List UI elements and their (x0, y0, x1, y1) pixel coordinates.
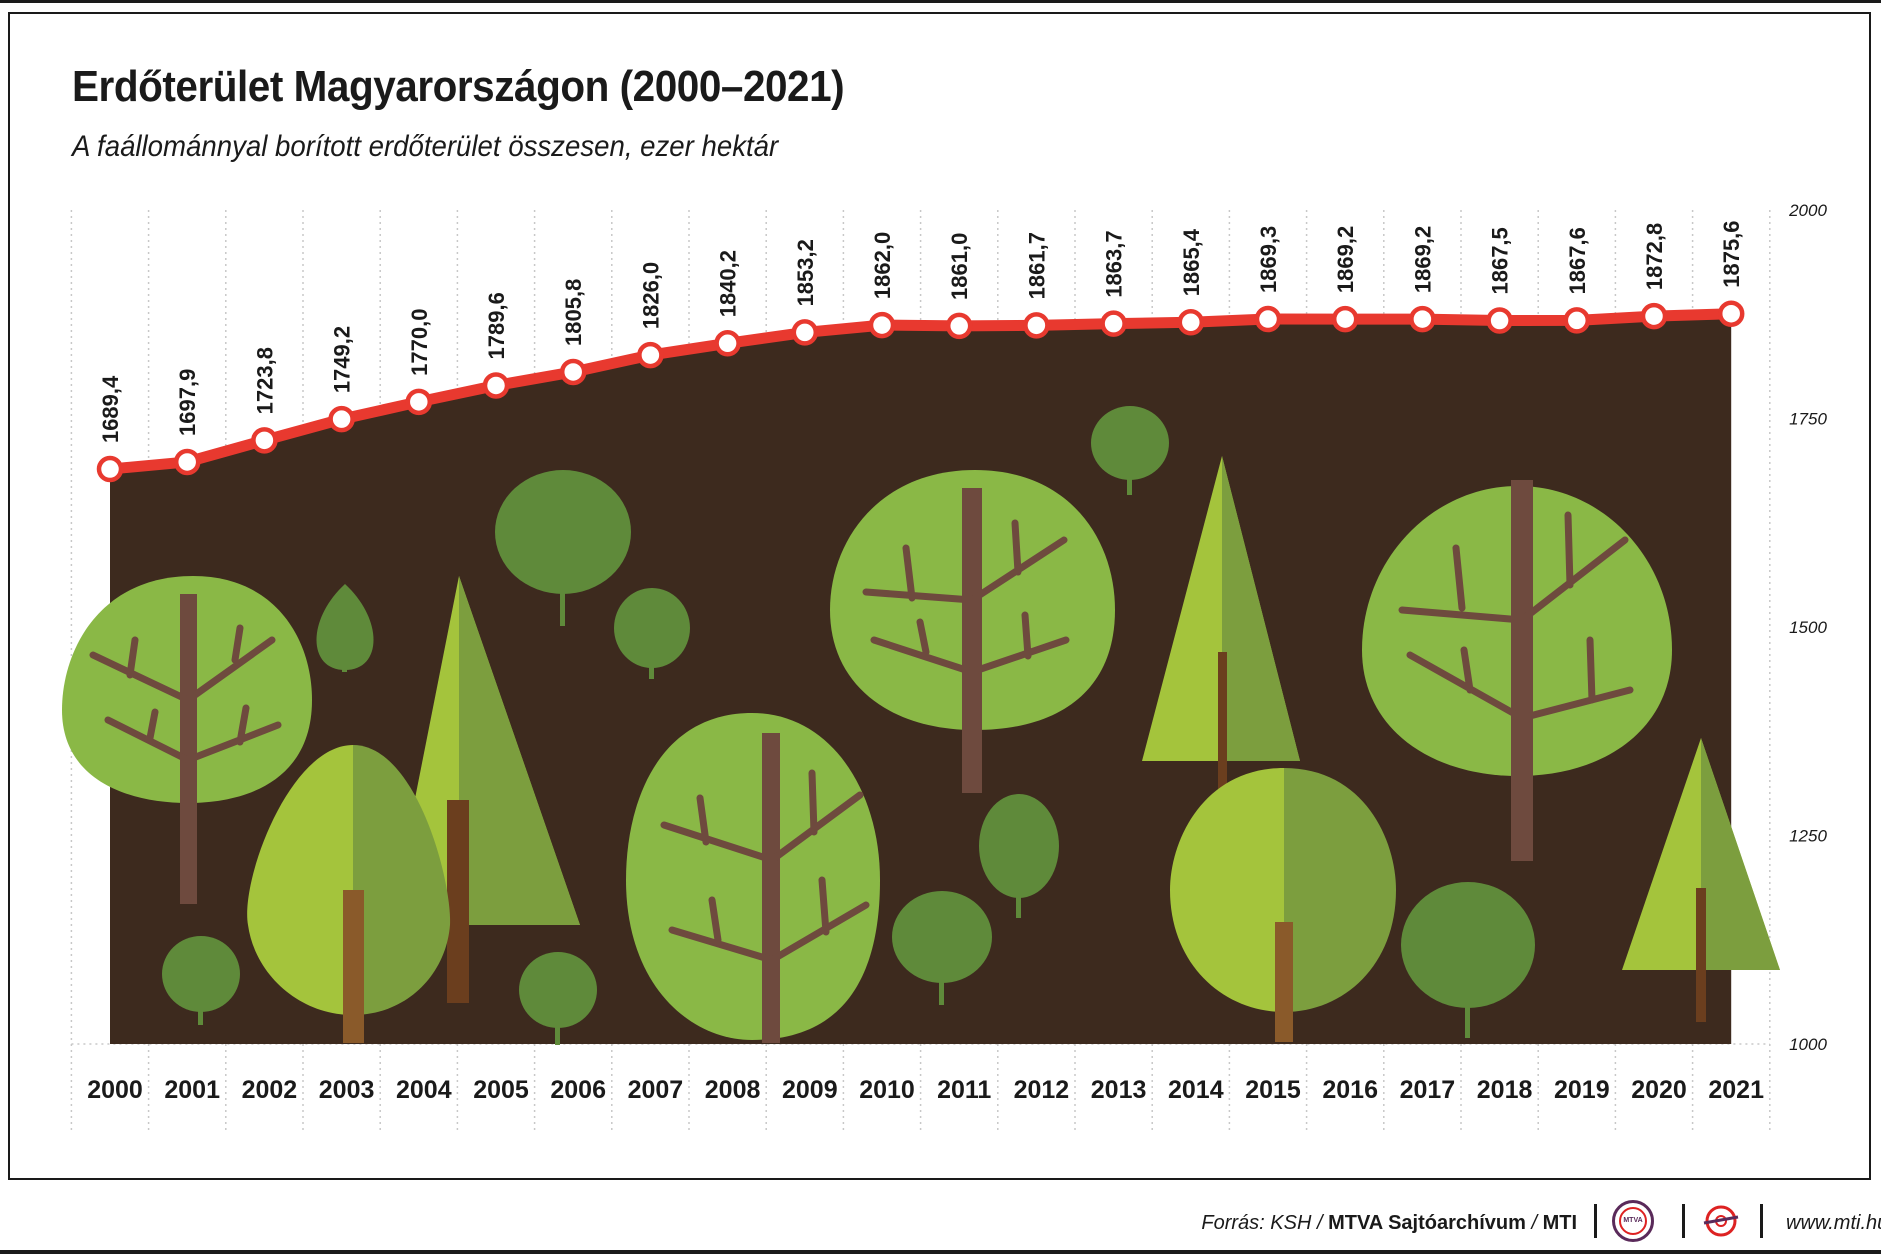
chart-frame (8, 12, 1871, 1180)
x-tick-label: 2000 (87, 1076, 143, 1104)
value-label: 1867,5 (1488, 227, 1513, 294)
value-label: 1865,4 (1179, 228, 1204, 296)
bottom-border (0, 1250, 1881, 1254)
value-label: 1863,7 (1102, 230, 1127, 297)
data-point (1409, 305, 1436, 333)
footer-separator (1682, 1204, 1685, 1238)
x-tick-label: 2017 (1400, 1076, 1456, 1104)
website-link[interactable]: www.mti.hu (1786, 1212, 1881, 1234)
x-tick-label: 2002 (242, 1076, 298, 1104)
x-tick-label: 2008 (705, 1076, 761, 1104)
data-point (868, 311, 896, 339)
y-tick-label: 1750 (1789, 410, 1827, 429)
footer-separator (1760, 1204, 1763, 1238)
value-label: 1862,0 (870, 232, 895, 299)
source-note: Forrás: KSH / MTVA Sajtóarchívum / MTI (1201, 1212, 1577, 1235)
footer: Forrás: KSH / MTVA Sajtóarchívum / MTI M… (0, 1196, 1881, 1254)
top-border (0, 0, 1881, 3)
x-tick-label: 2014 (1168, 1076, 1224, 1104)
value-label: 1789,6 (484, 292, 509, 359)
data-point (1486, 307, 1513, 334)
value-label: 1869,2 (1333, 226, 1358, 293)
x-axis-labels: 2000 2001 2002 2003 2004 2005 2006 2007 2008 2009… (87, 1076, 1764, 1104)
data-point (96, 455, 124, 483)
value-label: 1770,0 (407, 309, 432, 376)
value-label: 1805,8 (561, 279, 586, 346)
value-label: 1875,6 (1719, 220, 1744, 287)
y-tick-label: 1250 (1789, 827, 1827, 846)
x-tick-label: 2001 (164, 1076, 220, 1104)
data-point (1100, 310, 1127, 337)
data-point (328, 405, 355, 433)
x-tick-label: 2021 (1708, 1076, 1764, 1104)
x-tick-label: 2010 (859, 1076, 915, 1104)
mtva-logo-icon: MTVA (1612, 1200, 1654, 1242)
chart-title: Erdőterület Magyarországon (2000–2021) (72, 62, 845, 111)
value-label: 1869,3 (1256, 226, 1281, 293)
data-line (104, 308, 1737, 475)
data-point (791, 319, 819, 346)
source-sep: / (1525, 1212, 1543, 1234)
data-markers (96, 300, 1745, 483)
data-point (482, 372, 510, 399)
value-label: 1861,7 (1024, 232, 1049, 299)
value-label: 1689,4 (98, 375, 123, 443)
value-label: 1872,8 (1642, 223, 1667, 290)
y-tick-label: 2000 (1788, 201, 1827, 220)
chart-subtitle: A faállománnyal borított erdőterület öss… (72, 130, 779, 163)
data-point (1563, 307, 1591, 334)
mtva-logo-text: MTVA (1619, 1207, 1647, 1235)
value-label: 1697,9 (175, 369, 200, 436)
x-tick-label: 2015 (1245, 1076, 1301, 1104)
data-point (405, 388, 433, 416)
mti-logo-icon (1703, 1205, 1739, 1237)
value-label: 1869,2 (1410, 226, 1435, 293)
y-tick-label: 1500 (1789, 618, 1827, 637)
value-label: 1840,2 (716, 250, 741, 317)
value-label: 1723,8 (252, 347, 277, 414)
x-tick-label: 2003 (319, 1076, 375, 1104)
value-label: 1749,2 (330, 326, 355, 393)
tree-illustrations (62, 406, 1780, 1045)
data-point (1177, 309, 1205, 336)
data-point (1717, 300, 1745, 327)
source-bold: MTVA Sajtóarchívum (1328, 1212, 1526, 1234)
x-tick-label: 2019 (1554, 1076, 1610, 1104)
data-point (637, 341, 664, 369)
value-label: 1867,6 (1565, 227, 1590, 294)
x-tick-label: 2016 (1322, 1076, 1378, 1104)
value-label: 1861,0 (947, 233, 972, 300)
x-tick-label: 2013 (1091, 1076, 1147, 1104)
x-tick-label: 2006 (550, 1076, 606, 1104)
data-point (1640, 302, 1668, 330)
x-tick-label: 2009 (782, 1076, 838, 1104)
x-tick-label: 2004 (396, 1076, 452, 1104)
x-tick-label: 2018 (1477, 1076, 1533, 1104)
data-point (1331, 305, 1359, 333)
y-axis-ticks: 1000 1250 1500 1750 2000 (1788, 201, 1827, 1054)
x-tick-label: 2011 (937, 1076, 991, 1104)
value-label: 1826,0 (638, 262, 663, 329)
data-point (559, 358, 587, 386)
data-point (1023, 312, 1050, 339)
data-point (714, 330, 741, 357)
x-tick-label: 2007 (628, 1076, 684, 1104)
data-point (251, 427, 278, 454)
data-point (173, 448, 201, 476)
data-point (945, 312, 973, 340)
source-bold2: MTI (1542, 1212, 1577, 1234)
source-prefix: Forrás: KSH / (1201, 1212, 1329, 1234)
x-tick-label: 2012 (1014, 1076, 1070, 1104)
y-tick-label: 1000 (1789, 1035, 1827, 1054)
value-label: 1853,2 (793, 239, 818, 306)
x-tick-label: 2005 (473, 1076, 529, 1104)
x-tick-label: 2020 (1631, 1076, 1687, 1104)
value-labels: 1689,4 1697,9 1723,8 1749,2 1770,0 1789,6 1805… (98, 220, 1744, 443)
data-point (1254, 305, 1282, 333)
footer-separator (1594, 1204, 1597, 1238)
